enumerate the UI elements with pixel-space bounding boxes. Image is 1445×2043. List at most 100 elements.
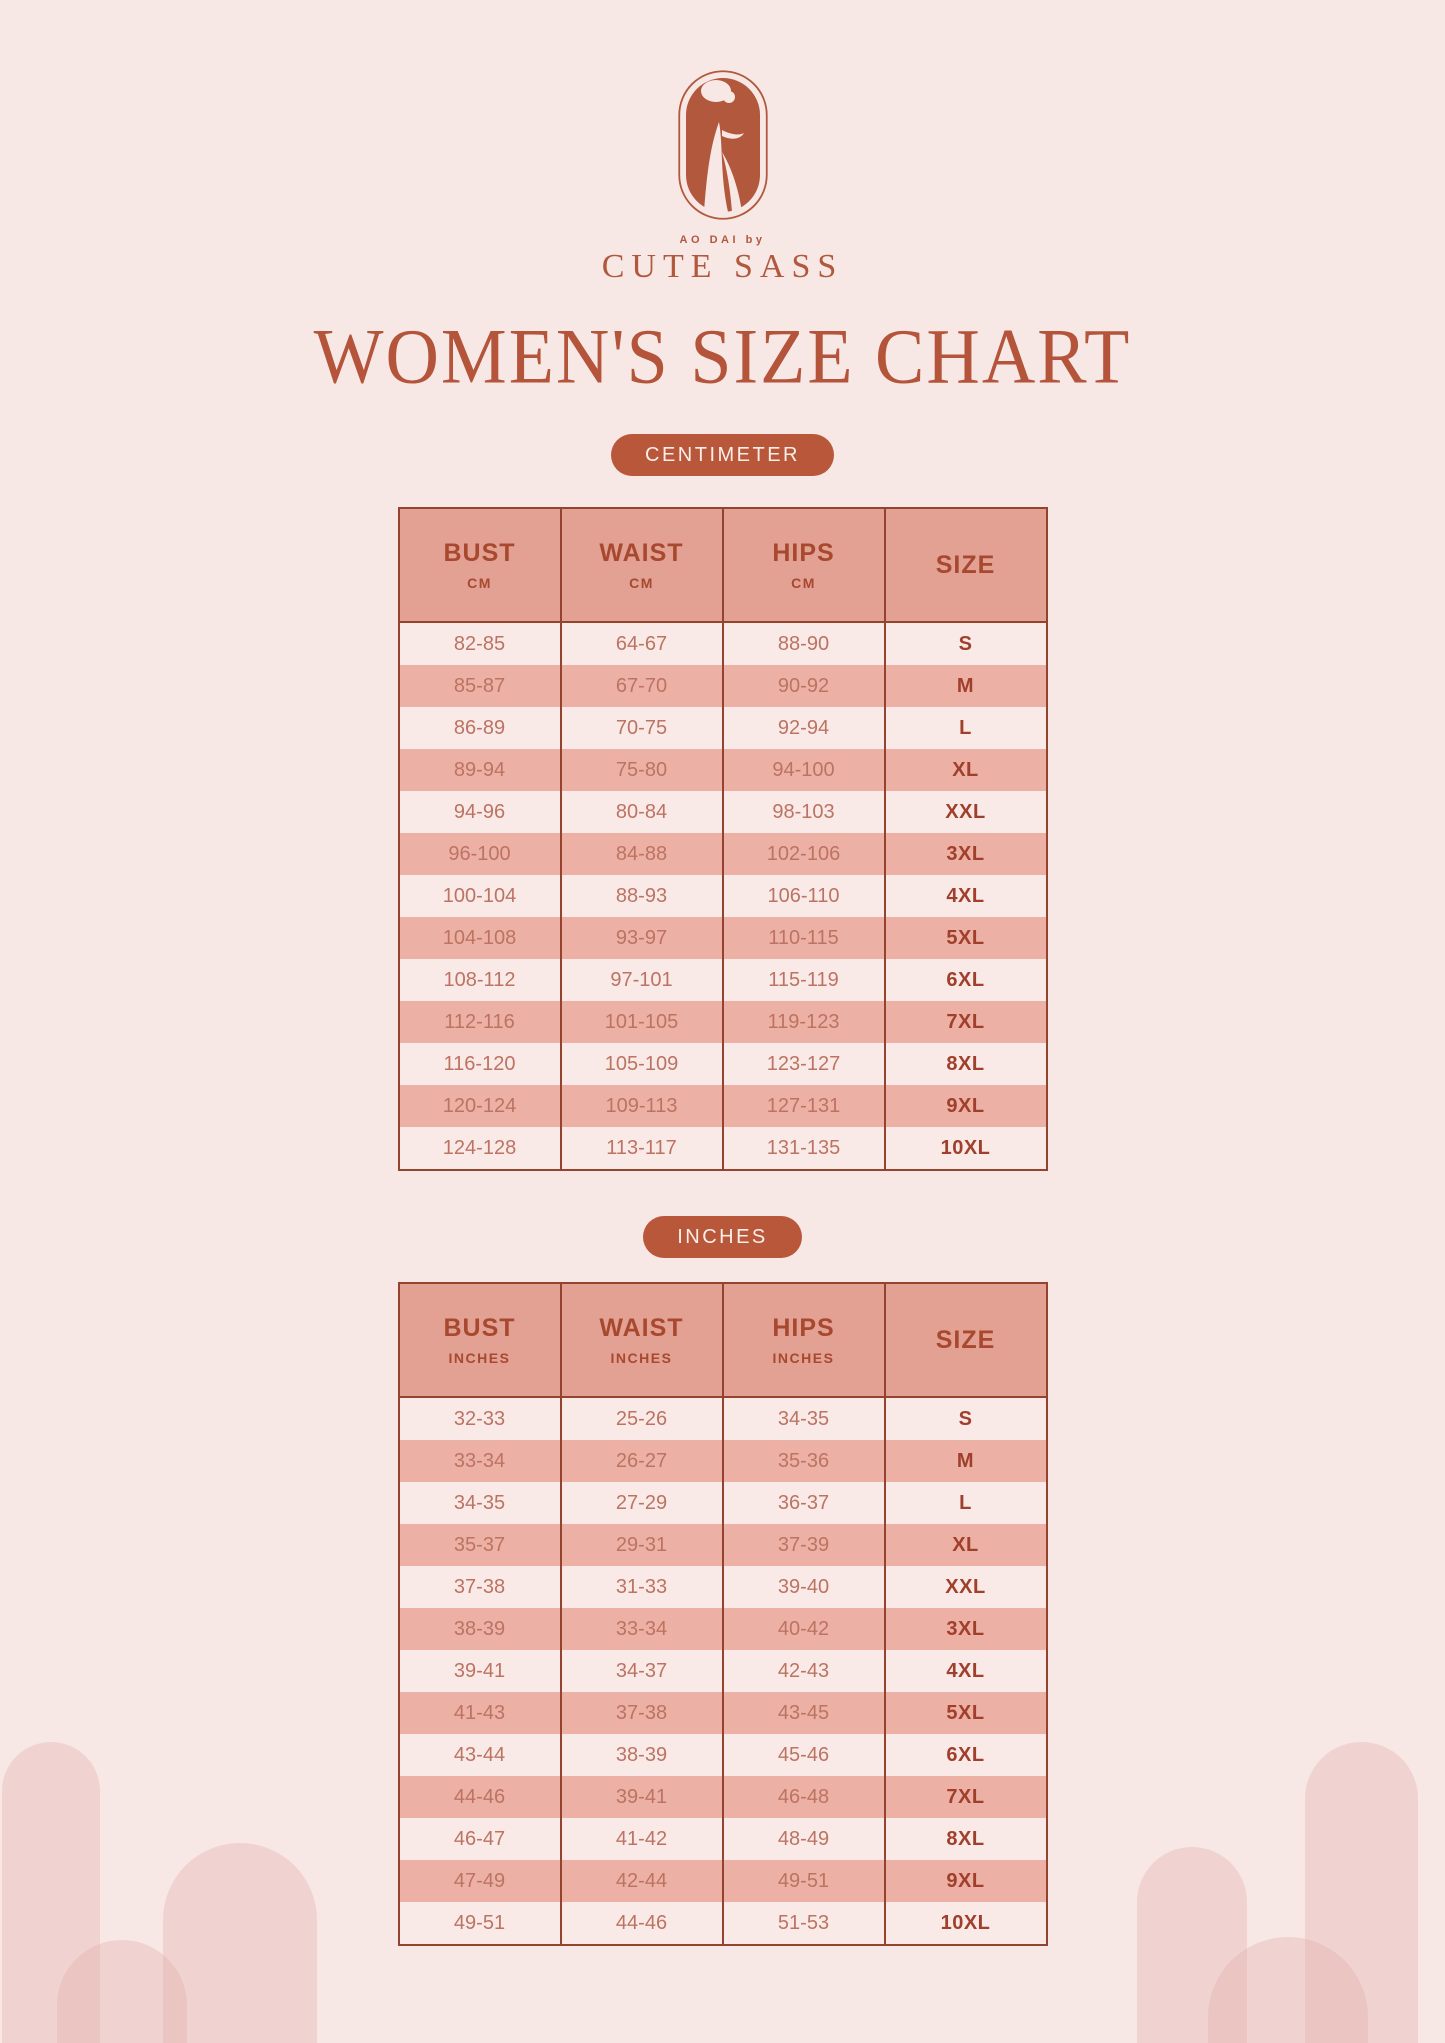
size-row-5xl: 104-108 93-97 110-115 5XL — [398, 917, 1047, 959]
size-cell: 6XL — [883, 959, 1047, 1001]
measurement-cell: 36-37 — [721, 1482, 885, 1524]
measurement-cell: 105-109 — [559, 1043, 723, 1085]
measurement-cell: 112-116 — [444, 1010, 515, 1033]
unit-badge-centimeter: CENTIMETER — [611, 434, 834, 476]
size-cell: L — [883, 1482, 1047, 1524]
measurement-cell: 47-49 — [453, 1869, 506, 1892]
size-row-3xl: 38-39 33-34 40-42 3XL — [398, 1608, 1047, 1650]
column-label: SIZE — [935, 550, 996, 579]
measurement-cell: 35-37 — [453, 1533, 506, 1556]
size-row-10xl: 124-128 113-117 131-135 10XL — [398, 1127, 1047, 1170]
measurement-cell: 39-41 — [453, 1659, 506, 1682]
size-row-xl: 35-37 29-31 37-39 XL — [398, 1524, 1047, 1566]
measurement-cell: 33-34 — [559, 1608, 723, 1650]
measurement-cell: 88-93 — [559, 875, 723, 917]
size-cell: 7XL — [883, 1776, 1047, 1818]
measurement-cell: 37-39 — [721, 1524, 885, 1566]
size-cell: 9XL — [883, 1860, 1047, 1902]
measurement-cell: 82-85 — [453, 632, 506, 655]
column-label: BUST — [443, 1314, 516, 1342]
size-cell: 8XL — [883, 1043, 1047, 1085]
measurement-cell: 115-119 — [721, 959, 885, 1001]
page-title: WOMEN'S SIZE CHART — [313, 313, 1132, 401]
column-header-bust: BUST CM — [398, 508, 561, 623]
measurement-cell: 101-105 — [559, 1001, 723, 1043]
measurement-cell: 37-38 — [453, 1575, 506, 1598]
column-label: SIZE — [935, 1325, 996, 1354]
measurement-cell: 35-36 — [721, 1440, 885, 1482]
measurement-cell: 86-89 — [453, 716, 506, 739]
size-row-4xl: 39-41 34-37 42-43 4XL — [398, 1650, 1047, 1692]
measurement-cell: 38-39 — [559, 1734, 723, 1776]
size-cell: L — [883, 707, 1047, 749]
size-row-s: 82-85 64-67 88-90 S — [398, 622, 1047, 665]
size-cell: 3XL — [883, 1608, 1047, 1650]
measurement-cell: 108-112 — [443, 968, 516, 991]
measurement-cell: 41-42 — [559, 1818, 723, 1860]
size-row-3xl: 96-100 84-88 102-106 3XL — [398, 833, 1047, 875]
column-label: WAIST — [599, 1314, 684, 1342]
measurement-cell: 41-43 — [453, 1701, 506, 1724]
size-row-7xl: 44-46 39-41 46-48 7XL — [398, 1776, 1047, 1818]
size-cell: 10XL — [883, 1127, 1047, 1170]
measurement-cell: 127-131 — [721, 1085, 885, 1127]
measurement-cell: 44-46 — [453, 1785, 506, 1808]
column-label: HIPS — [772, 539, 835, 567]
size-row-m: 85-87 67-70 90-92 M — [398, 665, 1047, 707]
header-row: BUST INCHES WAIST INCHES HIPS INCHES SIZ… — [398, 1283, 1047, 1398]
measurement-cell: 104-108 — [442, 926, 517, 949]
size-row-l: 34-35 27-29 36-37 L — [398, 1482, 1047, 1524]
measurement-cell: 40-42 — [721, 1608, 885, 1650]
size-cell: 4XL — [883, 1650, 1047, 1692]
size-row-6xl: 108-112 97-101 115-119 6XL — [398, 959, 1047, 1001]
column-header-hips: HIPS INCHES — [721, 1283, 885, 1398]
size-row-9xl: 47-49 42-44 49-51 9XL — [398, 1860, 1047, 1902]
measurement-cell: 124-128 — [442, 1136, 517, 1159]
size-row-5xl: 41-43 37-38 43-45 5XL — [398, 1692, 1047, 1734]
measurement-cell: 88-90 — [721, 622, 885, 665]
measurement-cell: 80-84 — [559, 791, 723, 833]
measurement-cell: 49-51 — [721, 1860, 885, 1902]
size-row-4xl: 100-104 88-93 106-110 4XL — [398, 875, 1047, 917]
size-cell: M — [883, 1440, 1047, 1482]
size-cell: XXL — [883, 1566, 1047, 1608]
measurement-cell: 85-87 — [453, 674, 506, 697]
measurement-cell: 49-51 — [453, 1911, 506, 1934]
size-table-centimeter: BUST CM WAIST CM HIPS CM SIZE — [397, 507, 1048, 1171]
measurement-cell: 131-135 — [721, 1127, 885, 1170]
column-unit: CM — [629, 575, 654, 591]
column-header-waist: WAIST CM — [559, 508, 723, 623]
measurement-cell: 33-34 — [453, 1449, 506, 1472]
decorative-arch — [2, 1742, 100, 2043]
measurement-cell: 75-80 — [559, 749, 723, 791]
measurement-cell: 120-124 — [442, 1094, 517, 1117]
size-cell: 5XL — [883, 1692, 1047, 1734]
size-row-9xl: 120-124 109-113 127-131 9XL — [398, 1085, 1047, 1127]
size-cell: 6XL — [883, 1734, 1047, 1776]
measurement-cell: 37-38 — [559, 1692, 723, 1734]
size-row-xxl: 94-96 80-84 98-103 XXL — [398, 791, 1047, 833]
measurement-cell: 94-96 — [453, 800, 506, 823]
column-unit: INCHES — [772, 1350, 835, 1366]
measurement-cell: 34-35 — [721, 1397, 885, 1440]
size-cell: 3XL — [883, 833, 1047, 875]
size-row-xl: 89-94 75-80 94-100 XL — [398, 749, 1047, 791]
measurement-cell: 96-100 — [448, 842, 511, 865]
brand-tagline: AO DAI by — [679, 234, 766, 246]
measurement-cell: 113-117 — [559, 1127, 723, 1170]
measurement-cell: 97-101 — [559, 959, 723, 1001]
decorative-arch — [1305, 1742, 1418, 2043]
measurement-cell: 46-47 — [453, 1827, 506, 1850]
column-unit: INCHES — [610, 1350, 673, 1366]
measurement-cell: 34-37 — [559, 1650, 723, 1692]
measurement-cell: 42-44 — [559, 1860, 723, 1902]
size-cell: 9XL — [883, 1085, 1047, 1127]
measurement-cell: 48-49 — [721, 1818, 885, 1860]
size-row-6xl: 43-44 38-39 45-46 6XL — [398, 1734, 1047, 1776]
column-header-hips: HIPS CM — [721, 508, 885, 623]
measurement-cell: 98-103 — [721, 791, 885, 833]
decorative-arch — [163, 1843, 317, 2043]
column-label: HIPS — [772, 1314, 835, 1342]
size-row-8xl: 116-120 105-109 123-127 8XL — [398, 1043, 1047, 1085]
measurement-cell: 110-115 — [721, 917, 885, 959]
